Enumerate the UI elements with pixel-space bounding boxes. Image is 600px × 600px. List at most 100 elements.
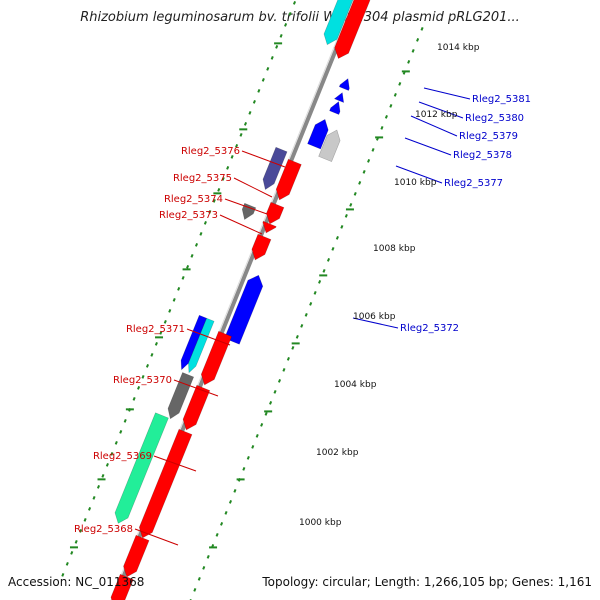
gene-Rleg2_5373[interactable] bbox=[262, 220, 277, 234]
genes-layer bbox=[110, 0, 371, 600]
gene-Rleg2_5381[interactable] bbox=[338, 78, 350, 91]
outer-scale-dot bbox=[411, 49, 415, 53]
gene-arrow[interactable] bbox=[110, 573, 134, 600]
kbp-label: 1006 kbp bbox=[353, 312, 396, 322]
gene-arrow[interactable] bbox=[182, 384, 211, 431]
inner-scale-dot bbox=[270, 55, 274, 60]
inner-scale-dot bbox=[132, 396, 136, 401]
gene-arrow[interactable] bbox=[200, 330, 233, 386]
inner-scale-dot bbox=[61, 572, 65, 577]
inner-scale-dot bbox=[114, 440, 118, 445]
gene-Rleg2_5370[interactable] bbox=[167, 372, 195, 420]
gene-label-left[interactable]: Rleg2_5374 bbox=[164, 194, 223, 205]
inner-scale-dot bbox=[88, 506, 92, 511]
labels-layer: 1014 kbp 1012 kbp 1010 kbp 1008 kbp 1006 kbp… bbox=[74, 43, 531, 535]
gene-Rleg2_5378[interactable] bbox=[307, 118, 329, 150]
gene-label-left[interactable]: Rleg2_5371 bbox=[126, 324, 185, 335]
label-leaders-layer bbox=[134, 87, 471, 546]
inner-scale-dot bbox=[279, 33, 283, 38]
gene-label-left[interactable]: Rleg2_5376 bbox=[181, 146, 240, 157]
gene-label-right[interactable]: Rleg2_5381 bbox=[472, 94, 531, 105]
label-leader bbox=[224, 198, 268, 215]
inner-scale-dot bbox=[65, 561, 69, 566]
gene-Rleg2_5379[interactable] bbox=[329, 101, 341, 115]
gene-label-left[interactable]: Rleg2_5368 bbox=[74, 524, 133, 535]
inner-scale-dot bbox=[221, 176, 225, 181]
gene-arrow-gray[interactable] bbox=[241, 202, 257, 220]
outer-scale-dot bbox=[220, 522, 224, 526]
label-leader bbox=[186, 328, 231, 346]
inner-scale-dot bbox=[74, 539, 78, 544]
gene-Rleg2_5377[interactable] bbox=[318, 129, 341, 163]
label-leader bbox=[352, 317, 399, 329]
gene-label-right[interactable]: Rleg2_5378 bbox=[453, 150, 512, 161]
outer-scale-dot bbox=[206, 555, 210, 559]
label-leader bbox=[418, 101, 464, 119]
outer-scale-dot bbox=[260, 423, 264, 427]
inner-scale-dot bbox=[266, 66, 270, 71]
outer-scale-dot bbox=[407, 60, 411, 64]
map-title: Rhizobium leguminosarum bv. trifolii WSM… bbox=[80, 10, 520, 25]
kbp-label: 1014 kbp bbox=[437, 43, 480, 53]
gene-label-right[interactable]: Rleg2_5372 bbox=[400, 323, 459, 334]
inner-scale-dot bbox=[217, 187, 221, 192]
kbp-label: 1012 kbp bbox=[415, 110, 458, 120]
inner-scale-dot bbox=[181, 275, 185, 280]
gene-arrow[interactable] bbox=[323, 0, 355, 46]
gene-Rleg2_5372[interactable] bbox=[224, 274, 264, 345]
gene-Rleg2_5369[interactable] bbox=[114, 412, 169, 524]
gene-label-right[interactable]: Rleg2_5380 bbox=[465, 113, 524, 124]
gene-Rleg2_5374[interactable] bbox=[266, 201, 285, 225]
outer-scale-dot bbox=[202, 566, 206, 570]
gene-Rleg2_5376[interactable] bbox=[262, 146, 288, 190]
outer-scale-dot bbox=[269, 401, 273, 405]
gene-Rleg2_5371-a[interactable] bbox=[180, 314, 208, 371]
gene-label-left[interactable]: Rleg2_5369 bbox=[93, 451, 152, 462]
label-leader bbox=[219, 214, 263, 235]
gene-Rleg2_5375[interactable] bbox=[275, 158, 302, 201]
gene-arrow[interactable] bbox=[251, 233, 272, 261]
inner-scale-dot bbox=[288, 11, 292, 16]
inner-scale-dot bbox=[235, 143, 239, 148]
outer-scale-dot bbox=[353, 192, 357, 196]
inner-scale-dot bbox=[145, 363, 150, 368]
gene-Rleg2_5368[interactable] bbox=[123, 534, 150, 578]
gene-arrow[interactable] bbox=[334, 0, 371, 59]
outer-scale-dot bbox=[242, 467, 246, 471]
gene-arrow[interactable] bbox=[138, 428, 193, 539]
outer-scale-dot bbox=[389, 104, 393, 108]
inner-scale-dot bbox=[257, 88, 261, 93]
outer-scale-dot bbox=[273, 390, 277, 394]
gene-Rleg2_5380[interactable] bbox=[333, 92, 345, 103]
inner-scale-dot bbox=[141, 374, 145, 379]
inner-scale-dot bbox=[159, 330, 163, 335]
outer-scale-dot bbox=[349, 203, 353, 207]
gene-Rleg2_5371-b[interactable] bbox=[188, 317, 215, 374]
outer-scale-dot bbox=[282, 368, 286, 372]
inner-scale-dot bbox=[150, 352, 154, 357]
inner-scale-dot bbox=[123, 418, 127, 423]
accession-text: Accession: NC_011368 bbox=[8, 575, 145, 589]
outer-scale-dot bbox=[246, 456, 250, 460]
gene-label-left[interactable]: Rleg2_5373 bbox=[159, 210, 218, 221]
gene-label-left[interactable]: Rleg2_5375 bbox=[173, 173, 232, 184]
inner-scale-dot bbox=[119, 429, 123, 434]
gene-label-right[interactable]: Rleg2_5379 bbox=[459, 131, 518, 142]
inner-scale-dot bbox=[284, 22, 288, 27]
label-leader bbox=[395, 165, 443, 184]
outer-scale-dot bbox=[309, 302, 313, 306]
inner-scale-dot bbox=[163, 319, 167, 324]
outer-scale-dot bbox=[304, 313, 308, 317]
gene-label-left[interactable]: Rleg2_5370 bbox=[113, 375, 172, 386]
outer-scale-dot bbox=[300, 324, 304, 328]
outer-scale-dot bbox=[416, 38, 420, 42]
label-leader bbox=[423, 87, 471, 100]
gene-label-right[interactable]: Rleg2_5377 bbox=[444, 178, 503, 189]
inner-scale-dot bbox=[168, 308, 172, 313]
label-leader bbox=[404, 137, 452, 156]
inner-scale-dot bbox=[252, 99, 256, 104]
outer-scale-dot bbox=[344, 214, 348, 218]
inner-scale-dot bbox=[248, 110, 252, 115]
outer-scale-dot bbox=[398, 82, 402, 86]
